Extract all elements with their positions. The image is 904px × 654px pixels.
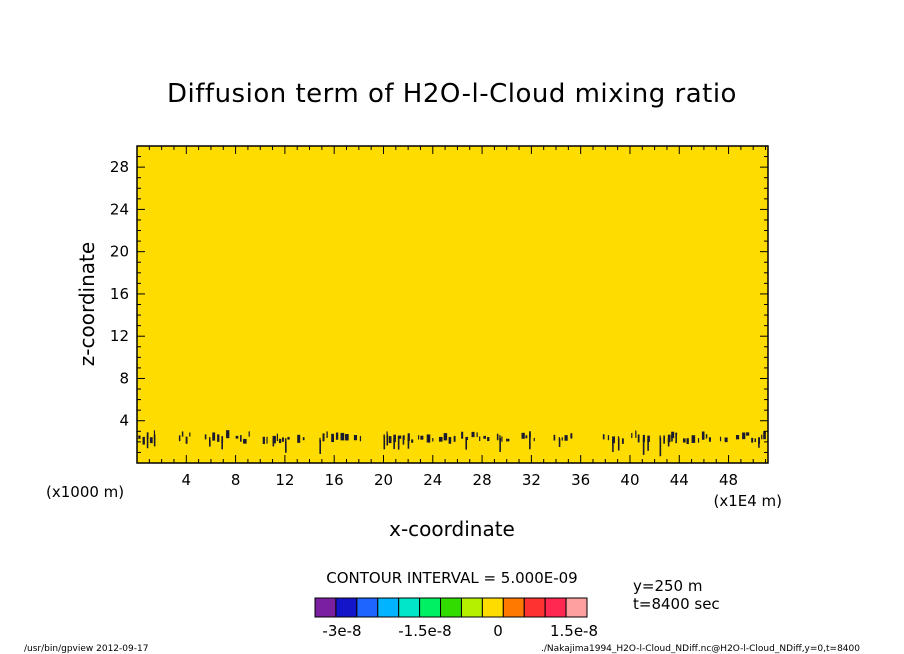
colorbar-swatch xyxy=(419,597,442,618)
colorbar-label: 1.5e-8 xyxy=(550,622,598,640)
contour-cluster xyxy=(521,431,535,450)
x-axis: 4 8 12 16 20 24 28 32 36 40 44 48 xyxy=(148,146,767,489)
contour-cluster xyxy=(631,430,650,455)
x-tick-label: 8 xyxy=(231,471,241,489)
contour-cluster xyxy=(235,431,250,444)
colorbar-swatch xyxy=(356,597,379,618)
colorbar-label: 0 xyxy=(493,622,503,640)
x-tick-label: 44 xyxy=(670,471,689,489)
footer-right: ./Nakajima1994_H2O-l-Cloud_NDiff.nc@H2O-… xyxy=(541,644,860,654)
colorbar-swatch xyxy=(377,597,400,618)
x-tick-label: 20 xyxy=(374,471,393,489)
x-tick-label: 40 xyxy=(620,471,639,489)
colorbar-swatch xyxy=(335,597,358,618)
x-tick-label: 4 xyxy=(182,471,192,489)
x-scale-label: (x1E4 m) xyxy=(713,492,782,510)
colorbar-swatch xyxy=(460,597,483,618)
plot-area xyxy=(137,146,768,463)
contour-cluster xyxy=(735,431,766,448)
contour-cluster xyxy=(461,431,490,450)
y-position-annotation: y=250 m xyxy=(633,577,702,595)
x-tick-label: 28 xyxy=(473,471,492,489)
colorbar-swatch xyxy=(502,597,525,618)
x-tick-label: 16 xyxy=(325,471,344,489)
y-tick-label: 28 xyxy=(110,158,129,176)
contour-cluster xyxy=(553,433,573,447)
colorbar-label: -3e-8 xyxy=(322,622,361,640)
contour-lines xyxy=(138,430,766,457)
contour-cluster xyxy=(659,431,678,457)
colorbar-swatch xyxy=(481,597,504,618)
contour-cluster xyxy=(138,430,156,449)
x-tick-label: 36 xyxy=(571,471,590,489)
x-tick-label: 24 xyxy=(423,471,442,489)
y-tick-label: 4 xyxy=(119,412,129,430)
colorbar-label: -1.5e-8 xyxy=(398,622,451,640)
contour-cluster xyxy=(393,433,414,450)
contour-cluster xyxy=(262,436,268,445)
time-annotation: t=8400 sec xyxy=(633,595,720,613)
colorbar-swatch xyxy=(565,597,588,618)
x-axis-label: x-coordinate xyxy=(389,517,515,541)
contour-cluster xyxy=(383,431,392,450)
y-axis-label: z-coordinate xyxy=(75,242,99,366)
colorbar-swatch xyxy=(398,597,421,618)
x-tick-label: 48 xyxy=(719,471,738,489)
contour-cluster xyxy=(353,435,362,442)
colorbar-swatch xyxy=(314,597,337,618)
contour-interval: CONTOUR INTERVAL = 5.000E-09 xyxy=(326,569,577,587)
y-axis: 4 8 12 16 20 24 28 xyxy=(110,156,768,453)
contour-cluster xyxy=(417,434,434,443)
y-tick-label: 12 xyxy=(110,327,129,345)
colorbar-swatch xyxy=(544,597,567,618)
y-scale-label: (x1000 m) xyxy=(46,483,124,501)
contour-cluster xyxy=(204,430,230,450)
chart-title: Diffusion term of H2O-l-Cloud mixing rat… xyxy=(167,79,737,109)
contour-cluster xyxy=(297,434,305,443)
contour-cluster xyxy=(319,431,349,454)
contour-cluster xyxy=(496,433,510,452)
y-tick-label: 20 xyxy=(110,243,129,261)
contour-cluster xyxy=(602,434,624,452)
contour-cluster xyxy=(272,433,290,453)
y-tick-label: 8 xyxy=(119,369,129,387)
colorbar-swatch xyxy=(440,597,462,618)
x-tick-label: 12 xyxy=(275,471,294,489)
contour-cluster xyxy=(719,436,728,443)
contour-cluster xyxy=(178,431,191,444)
colorbar xyxy=(314,597,588,618)
x-tick-label: 32 xyxy=(522,471,541,489)
colorbar-swatch xyxy=(523,597,546,618)
footer-left: /usr/bin/gpview 2012-09-17 xyxy=(24,644,148,654)
colorbar-labels: -3e-8 -1.5e-8 0 1.5e-8 xyxy=(322,622,598,640)
y-tick-label: 16 xyxy=(110,285,129,303)
y-tick-label: 24 xyxy=(110,200,129,218)
contour-cluster xyxy=(438,433,456,444)
contour-cluster xyxy=(682,431,711,445)
